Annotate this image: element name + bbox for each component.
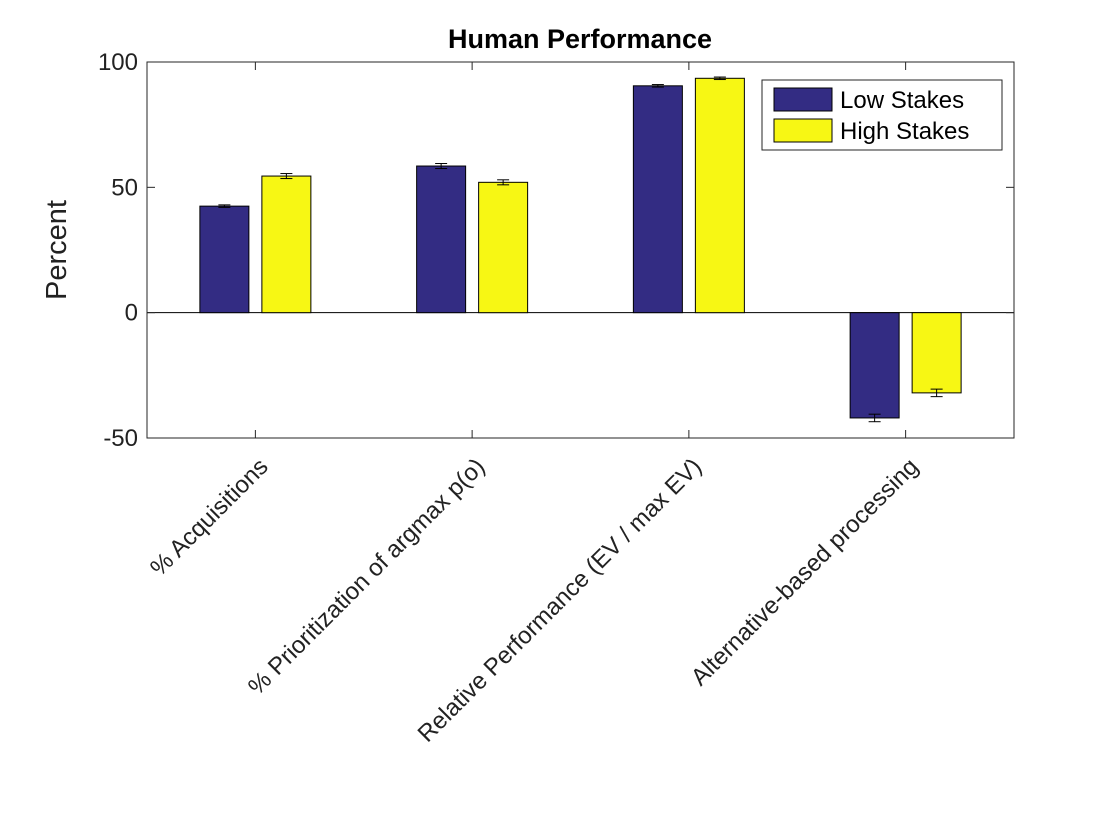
- bar: [632, 85, 683, 314]
- y-tick-label: 50: [111, 174, 138, 201]
- bar: [199, 205, 250, 314]
- bar: [911, 312, 962, 394]
- y-tick-label: 100: [98, 49, 138, 76]
- bar: [478, 181, 529, 314]
- legend-swatch: [773, 118, 833, 143]
- bar: [416, 165, 467, 314]
- y-axis-label: Percent: [41, 200, 73, 300]
- x-tick-label: % Acquisitions: [145, 453, 274, 582]
- chart-title: Human Performance: [448, 24, 712, 54]
- legend-swatch: [773, 87, 833, 112]
- bar: [694, 77, 745, 314]
- y-tick-label: 0: [125, 300, 138, 327]
- y-tick-label: -50: [103, 425, 138, 452]
- plot-frame: [146, 61, 1015, 439]
- x-tick-label: % Prioritization of argmax p(o): [243, 453, 490, 700]
- bar: [261, 175, 312, 314]
- legend-label: High Stakes: [840, 118, 969, 145]
- bar: [849, 312, 900, 419]
- legend-label: Low Stakes: [840, 87, 964, 114]
- legend: Low Stakes High Stakes: [761, 79, 1003, 151]
- plot-area: -50 0 50 100 % Acquisitions% Prioritization …: [98, 49, 1015, 748]
- x-tick-label: Alternative-based processing: [686, 453, 924, 691]
